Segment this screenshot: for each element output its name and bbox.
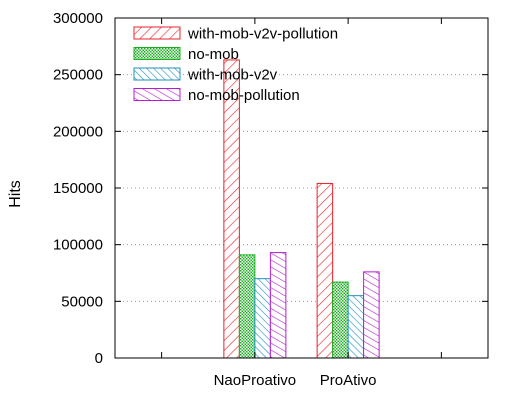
- legend-swatch-no-mob-pollution: [133, 88, 181, 101]
- y-axis: 0 50000 100000 150000 200000 250000 300000: [53, 10, 488, 367]
- y-tick-label: 100000: [53, 237, 103, 254]
- legend-label: with-mob-v2v-pollution: [187, 26, 338, 43]
- y-tick-label: 0: [95, 350, 103, 367]
- bar-no-mob: [238, 254, 256, 359]
- y-axis-title: Hits: [7, 180, 24, 208]
- x-category-label: NaoProativo: [214, 372, 297, 389]
- legend-swatch-with-mob-v2v-pollution: [133, 26, 181, 40]
- bar-with-mob-v2v: [254, 278, 271, 359]
- bar-with-mob-v2v: [347, 295, 365, 359]
- bars: [223, 59, 380, 359]
- legend-label: no-mob: [188, 46, 239, 63]
- gridlines: [115, 74, 488, 302]
- bar-no-mob: [332, 281, 349, 359]
- legend-swatch-no-mob: [133, 47, 181, 60]
- x-category-label: ProAtivo: [320, 372, 377, 389]
- bar-no-mob-pollution: [269, 252, 287, 359]
- x-axis: NaoProativo ProAtivo: [161, 18, 442, 389]
- y-tick-label: 250000: [53, 67, 103, 84]
- bar-with-mob-v2v-pollution: [223, 59, 240, 359]
- y-tick-label: 150000: [53, 180, 103, 197]
- y-tick-label: 200000: [53, 123, 103, 140]
- bar-no-mob-pollution: [363, 271, 380, 359]
- legend-swatch-with-mob-v2v: [133, 67, 181, 81]
- bar-with-mob-v2v-pollution: [316, 182, 334, 359]
- y-tick-label: 50000: [61, 293, 103, 310]
- y-tick-label: 300000: [53, 10, 103, 27]
- legend-label: with-mob-v2v: [187, 67, 278, 84]
- legend-label: no-mob-pollution: [188, 87, 300, 104]
- legend: with-mob-v2v-pollution no-mob with-mob-v2v…: [133, 26, 338, 104]
